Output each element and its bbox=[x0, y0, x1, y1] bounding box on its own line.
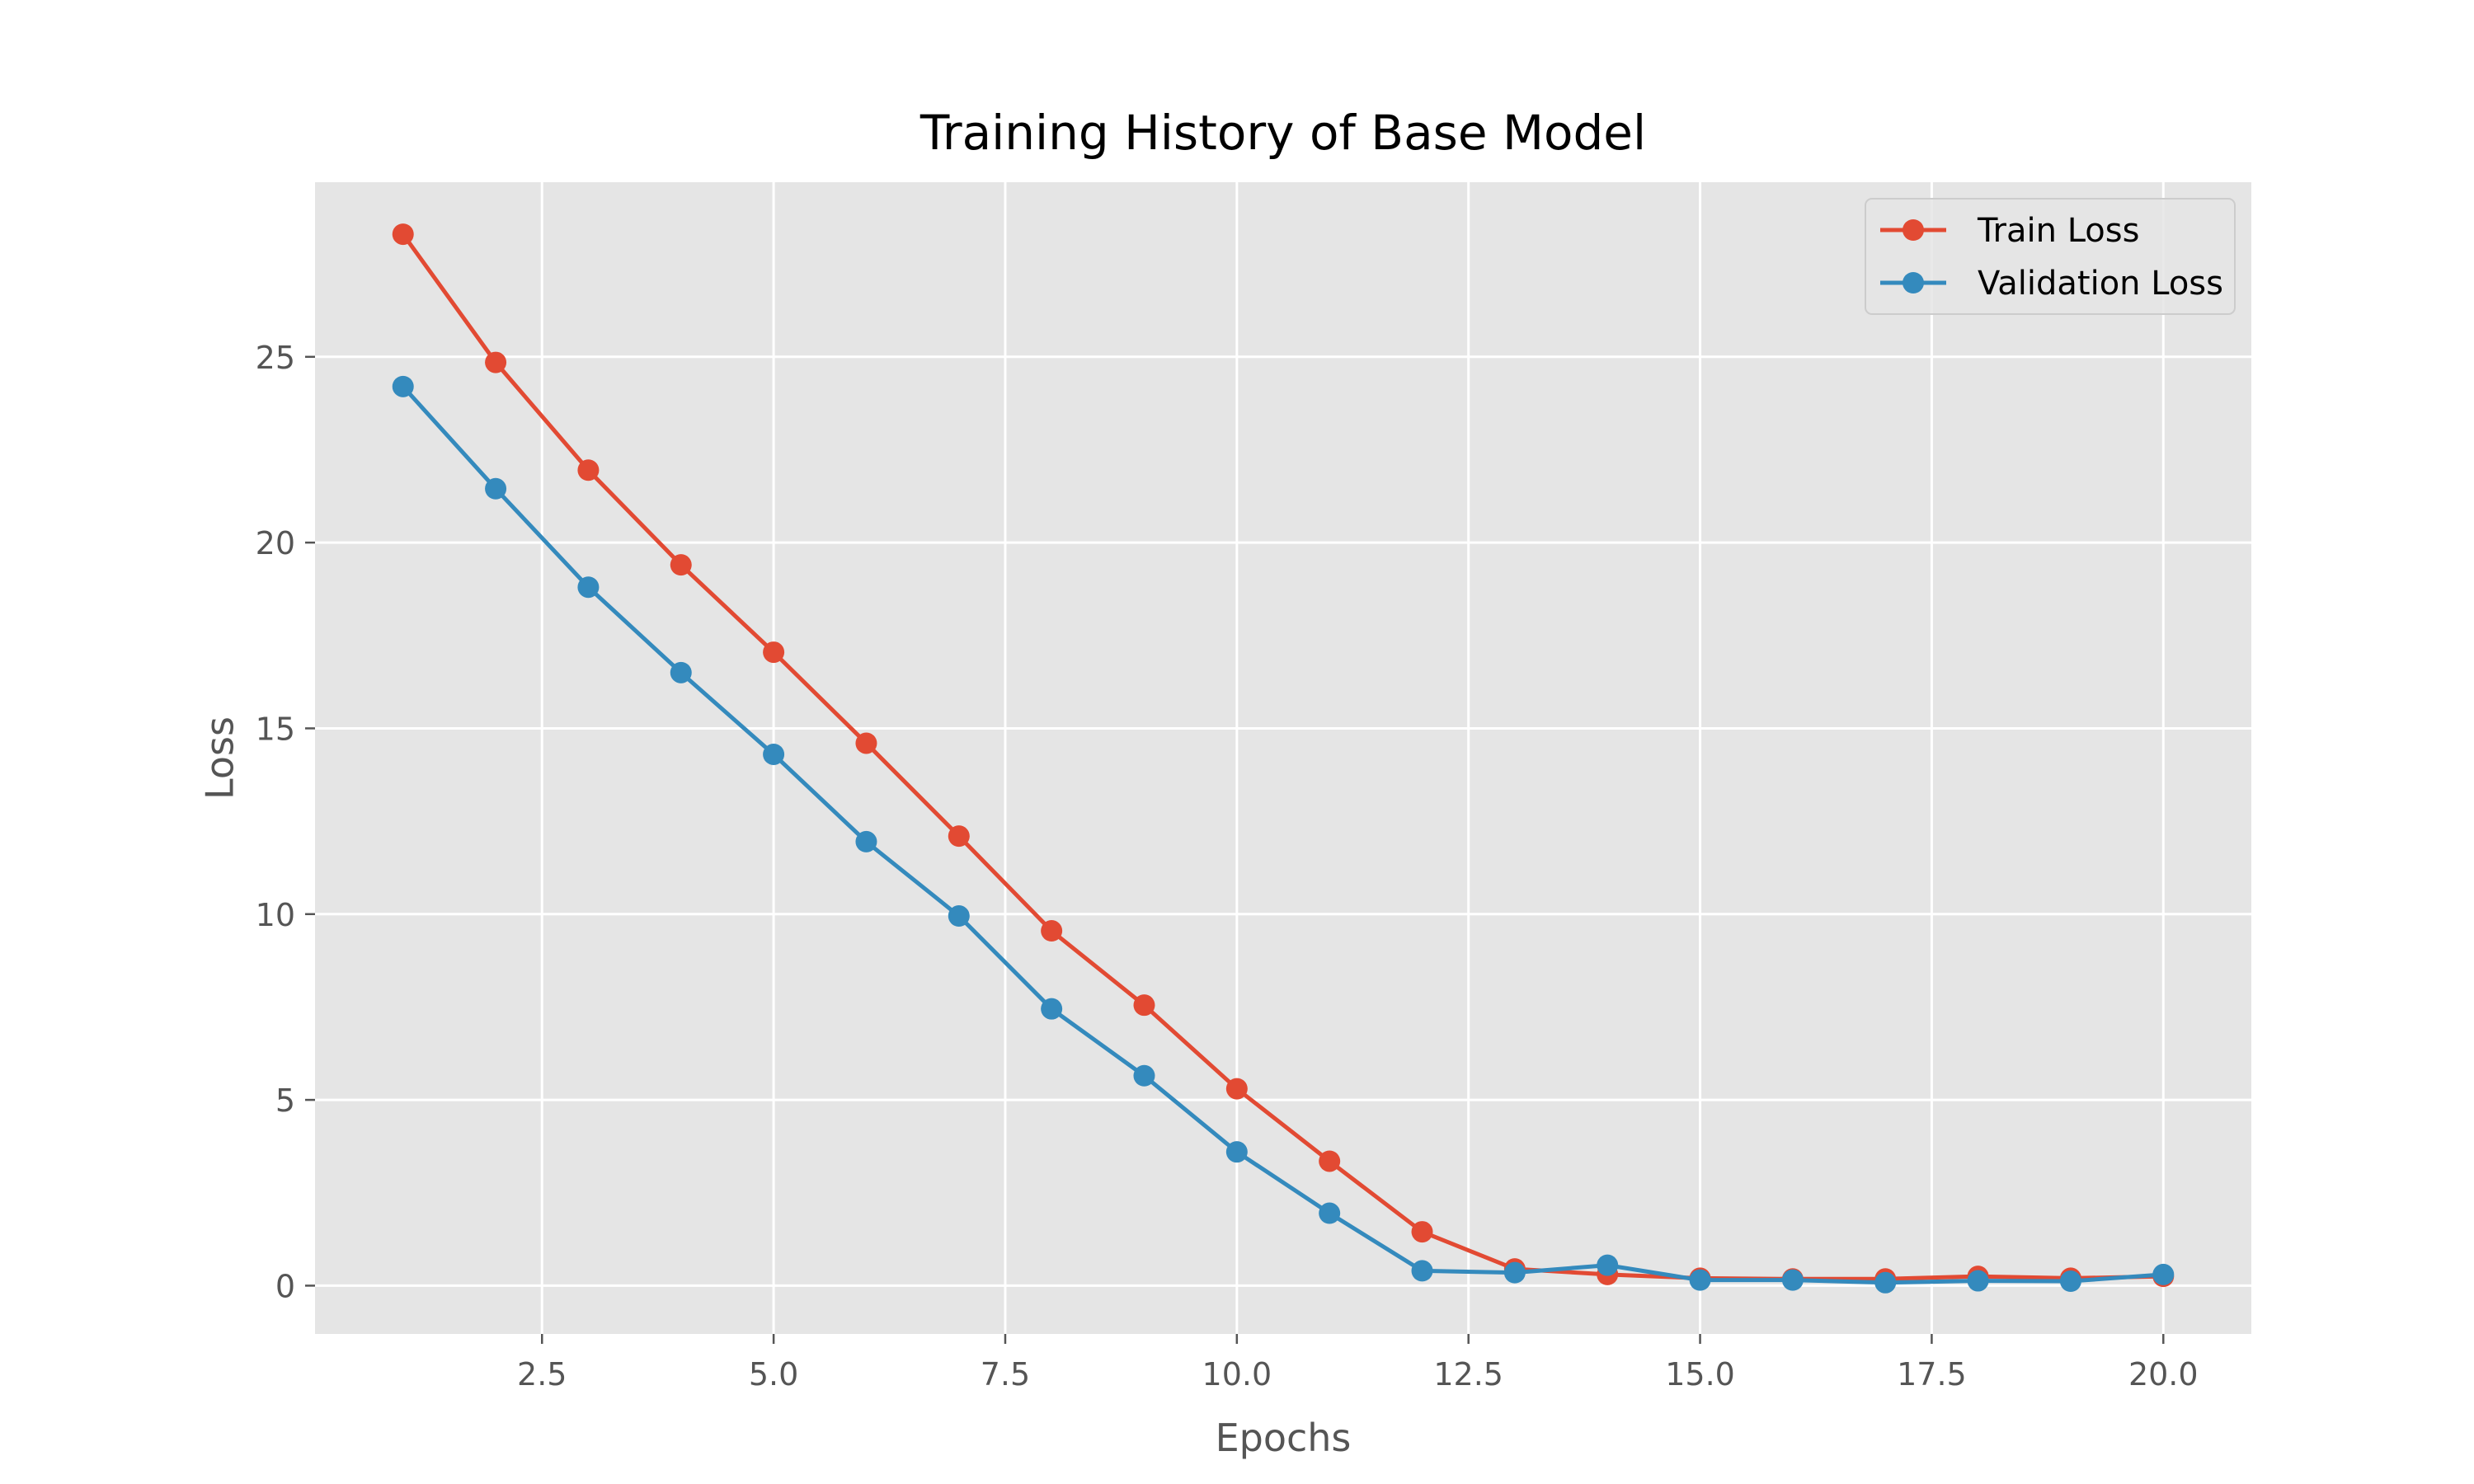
plot-area bbox=[315, 182, 2251, 1334]
legend-swatch-marker bbox=[1903, 272, 1924, 294]
validation-loss-point bbox=[948, 905, 970, 928]
y-tick-label: 10 bbox=[256, 897, 295, 933]
validation-loss-point bbox=[485, 477, 507, 500]
validation-loss-point bbox=[2152, 1263, 2175, 1285]
validation-loss-point bbox=[1041, 998, 1063, 1020]
y-tick-label: 5 bbox=[275, 1082, 295, 1119]
legend-label: Validation Loss bbox=[1978, 265, 2223, 303]
train-loss-line bbox=[401, 232, 2166, 1281]
validation-loss-point bbox=[1319, 1202, 1341, 1224]
validation-loss-line bbox=[401, 384, 2166, 1285]
x-tick-label: 10.0 bbox=[1202, 1356, 1272, 1392]
axis-ticks: 2.5 5.0 7.5 10.0 12.5 15.0 17.5 20.0 0 5 10 15 20 25 bbox=[256, 340, 2199, 1392]
train-loss-point bbox=[855, 732, 877, 754]
validation-loss-point bbox=[670, 661, 692, 683]
train-loss-point bbox=[670, 554, 692, 576]
validation-loss-point bbox=[1225, 1141, 1248, 1163]
chart-title: Training History of Base Model bbox=[920, 105, 1646, 161]
grid-lines bbox=[315, 182, 2251, 1334]
y-tick-label: 25 bbox=[256, 340, 295, 376]
validation-loss-point bbox=[1133, 1064, 1155, 1087]
train-loss-point bbox=[1041, 920, 1063, 942]
x-tick-label: 5.0 bbox=[749, 1356, 798, 1392]
validation-loss-point bbox=[1967, 1270, 1989, 1292]
y-tick-label: 20 bbox=[256, 525, 295, 561]
validation-loss-point bbox=[392, 375, 414, 397]
x-tick-label: 7.5 bbox=[981, 1356, 1030, 1392]
validation-loss-point bbox=[2059, 1270, 2081, 1293]
train-loss-point bbox=[763, 641, 785, 664]
legend-box bbox=[1865, 198, 2236, 315]
series-layer bbox=[392, 223, 2175, 1294]
x-axis-label: Epochs bbox=[1216, 1416, 1352, 1460]
series-validation-loss bbox=[392, 375, 2175, 1294]
train-loss-point bbox=[948, 825, 970, 848]
legend: Train Loss Validation Loss bbox=[1865, 198, 2236, 315]
y-axis-label: Loss bbox=[198, 716, 242, 800]
y-tick-label: 0 bbox=[275, 1268, 295, 1304]
y-tick-label: 15 bbox=[256, 711, 295, 747]
train-loss-point bbox=[392, 223, 414, 246]
train-loss-point bbox=[1225, 1078, 1248, 1100]
x-tick-label: 15.0 bbox=[1665, 1356, 1735, 1392]
train-loss-point bbox=[577, 459, 600, 481]
train-loss-point bbox=[1319, 1150, 1341, 1172]
legend-item-train-loss: Train Loss bbox=[1880, 212, 2139, 250]
train-loss-point bbox=[485, 351, 507, 373]
train-loss-point bbox=[1133, 994, 1155, 1017]
legend-swatch-marker bbox=[1903, 219, 1924, 241]
train-loss-point bbox=[1411, 1221, 1433, 1243]
validation-loss-point bbox=[1597, 1254, 1619, 1276]
x-tick-label: 20.0 bbox=[2128, 1356, 2199, 1392]
validation-loss-point bbox=[1689, 1269, 1711, 1291]
validation-loss-point bbox=[763, 743, 785, 765]
validation-loss-point bbox=[1503, 1261, 1526, 1284]
validation-loss-point bbox=[577, 576, 600, 599]
x-tick-label: 17.5 bbox=[1897, 1356, 1967, 1392]
legend-item-validation-loss: Validation Loss bbox=[1880, 265, 2223, 303]
x-tick-label: 2.5 bbox=[517, 1356, 567, 1392]
validation-loss-point bbox=[855, 830, 877, 852]
validation-loss-point bbox=[1781, 1269, 1804, 1291]
validation-loss-point bbox=[1411, 1260, 1433, 1282]
validation-loss-point bbox=[1874, 1271, 1897, 1294]
legend-label: Train Loss bbox=[1977, 212, 2139, 250]
x-tick-label: 12.5 bbox=[1433, 1356, 1503, 1392]
